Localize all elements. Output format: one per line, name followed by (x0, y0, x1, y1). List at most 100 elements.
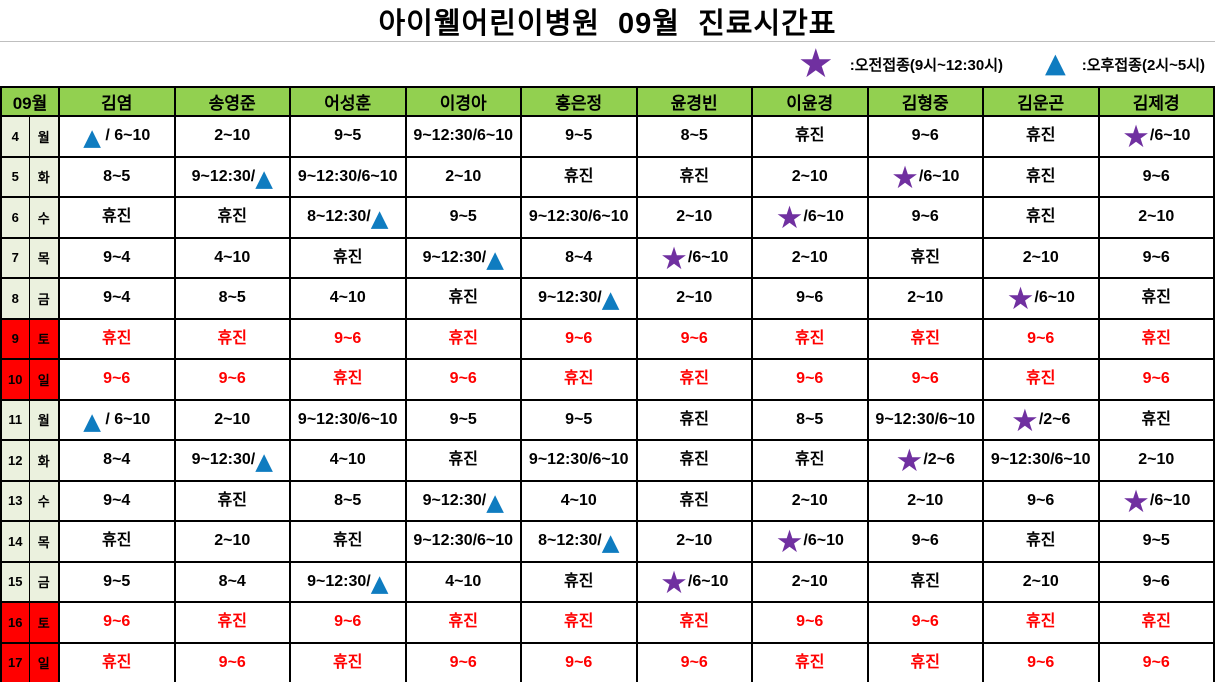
schedule-cell: 9~5 (289, 115, 407, 158)
morning-vaccination-star-icon: ★ (775, 200, 804, 237)
morning-vaccination-star-icon: ★ (895, 443, 924, 480)
morning-vaccination-star-icon: ★ (1006, 281, 1035, 318)
schedule-cell: 휴진 (751, 641, 869, 682)
schedule-cell: ★/6~10 (1097, 479, 1215, 522)
schedule-cell: 2~10 (751, 479, 869, 522)
schedule-cell: 8~5 (289, 479, 407, 522)
schedule-cell: 8~4 (173, 560, 291, 603)
legend-morning: ★ :오전접종(9시~12:30시) (797, 41, 1003, 87)
date-cell: 6 (0, 196, 30, 239)
schedule-cell: ★/6~10 (751, 520, 869, 563)
day-of-week-cell: 목 (28, 520, 60, 563)
afternoon-vaccination-triangle-icon: ▲ (255, 165, 273, 192)
table-row: 5 화 8~5 9~12:30/▲ 9~12:30/6~10 2~10 휴진 휴진 2~10 ★/… (0, 155, 1215, 198)
morning-vaccination-star-icon: ★ (1122, 119, 1150, 156)
schedule-cell: 8~12:30/▲ (520, 520, 638, 563)
doctor-column-header: 김제경 (1097, 86, 1215, 117)
schedule-cell: 2~10 (982, 236, 1100, 279)
schedule-cell: 9~6 (404, 358, 522, 401)
afternoon-vaccination-triangle-icon: ▲ (255, 449, 273, 476)
table-row: 13 수 9~4 휴진 8~5 9~12:30/▲ 4~10 휴진 2~10 2~10 9~6 ★/6… (0, 479, 1215, 522)
schedule-cell: 휴진 (520, 601, 638, 644)
schedule-cell: 휴진 (520, 560, 638, 603)
schedule-cell: 휴진 (1097, 277, 1215, 320)
day-of-week-cell: 일 (28, 358, 60, 401)
morning-vaccination-star-icon: ★ (891, 159, 919, 196)
doctor-column-header: 홍은정 (520, 86, 638, 117)
schedule-cell: 휴진 (982, 115, 1100, 158)
afternoon-vaccination-triangle-icon: ▲ (486, 246, 504, 273)
schedule-cell: 9~12:30/▲ (289, 560, 407, 603)
schedule-cell: 휴진 (751, 439, 869, 482)
schedule-cell: 9~5 (404, 196, 522, 239)
table-row: 12 화 8~4 9~12:30/▲ 4~10 휴진 9~12:30/6~10 휴진 휴진 ★/2… (0, 439, 1215, 482)
schedule-cell: 휴진 (404, 601, 522, 644)
afternoon-vaccination-triangle-icon: ▲ (601, 530, 620, 557)
schedule-cell: 9~6 (520, 317, 638, 360)
schedule-cell: 4~10 (404, 560, 522, 603)
schedule-cell: 9~6 (1097, 236, 1215, 279)
schedule-cell: 9~5 (404, 398, 522, 441)
schedule-cell: 9~6 (751, 358, 869, 401)
date-cell: 12 (0, 439, 30, 482)
schedule-cell: 2~10 (404, 155, 522, 198)
morning-vaccination-star-icon: ★ (775, 524, 804, 561)
doctor-column-header: 이경아 (404, 86, 522, 117)
schedule-cell: 휴진 (173, 196, 291, 239)
schedule-cell: 9~12:30/6~10 (404, 115, 522, 158)
schedule-cell: 휴진 (404, 439, 522, 482)
schedule-cell: 9~4 (58, 277, 176, 320)
schedule-cell: ★/6~10 (635, 236, 753, 279)
schedule-cell: ★/2~6 (866, 439, 984, 482)
schedule-cell: 휴진 (58, 317, 176, 360)
schedule-cell: 9~5 (1097, 520, 1215, 563)
table-row: 4 월 ▲ / 6~10 2~10 9~5 9~12:30/6~10 9~5 8~5 휴진 9~6… (0, 115, 1215, 158)
schedule-cell: 휴진 (982, 358, 1100, 401)
date-cell: 14 (0, 520, 30, 563)
schedule-cell: 2~10 (635, 277, 753, 320)
schedule-cell: 2~10 (1097, 196, 1215, 239)
schedule-cell: 휴진 (1097, 317, 1215, 360)
day-of-week-cell: 월 (28, 398, 60, 441)
schedule-cell: 2~10 (982, 560, 1100, 603)
day-of-week-cell: 수 (28, 196, 60, 239)
schedule-table: 09월 김염 송영준 어성훈 이경아 홍은정 윤경빈 이윤경 김형중 김운곤 김제경 4 월 ▲ / … (0, 86, 1215, 682)
schedule-cell: 휴진 (289, 641, 407, 682)
schedule-cell: 4~10 (173, 236, 291, 279)
schedule-cell: 휴진 (404, 317, 522, 360)
schedule-cell: 4~10 (289, 439, 407, 482)
date-cell: 8 (0, 277, 30, 320)
schedule-cell: 9~12:30/6~10 (520, 196, 638, 239)
date-cell: 11 (0, 398, 30, 441)
schedule-cell: 9~4 (58, 236, 176, 279)
schedule-cell: 휴진 (635, 358, 753, 401)
schedule-cell: 9~5 (520, 115, 638, 158)
afternoon-vaccination-triangle-icon: ▲ (486, 489, 504, 516)
schedule-cell: 9~6 (1097, 560, 1215, 603)
doctor-column-header: 김염 (58, 86, 176, 117)
schedule-cell: 휴진 (520, 155, 638, 198)
schedule-cell: 휴진 (982, 601, 1100, 644)
doctor-column-header: 이윤경 (751, 86, 869, 117)
schedule-cell: ★/6~10 (982, 277, 1100, 320)
date-cell: 10 (0, 358, 30, 401)
date-cell: 7 (0, 236, 30, 279)
schedule-cell: 휴진 (635, 439, 753, 482)
table-row: 16 토 9~6 휴진 9~6 휴진 휴진 휴진 9~6 9~6 휴진 휴진 (0, 601, 1215, 644)
schedule-cell: 9~6 (289, 317, 407, 360)
schedule-cell: 9~6 (58, 601, 176, 644)
schedule-cell: 9~12:30/6~10 (404, 520, 522, 563)
schedule-cell: 9~12:30/6~10 (289, 398, 407, 441)
schedule-cell: 휴진 (866, 236, 984, 279)
schedule-cell: 휴진 (58, 641, 176, 682)
schedule-cell: 9~5 (520, 398, 638, 441)
month-header: 09월 (0, 86, 60, 117)
schedule-cell: ▲ / 6~10 (58, 115, 176, 158)
page-title: 아이웰어린이병원 09월 진료시간표 (378, 7, 837, 40)
schedule-cell: 9~6 (1097, 358, 1215, 401)
schedule-cell: 9~6 (173, 641, 291, 682)
schedule-cell: 2~10 (173, 398, 291, 441)
schedule-cell: 9~4 (58, 479, 176, 522)
doctor-column-header: 김형중 (866, 86, 984, 117)
doctor-column-header: 송영준 (173, 86, 291, 117)
